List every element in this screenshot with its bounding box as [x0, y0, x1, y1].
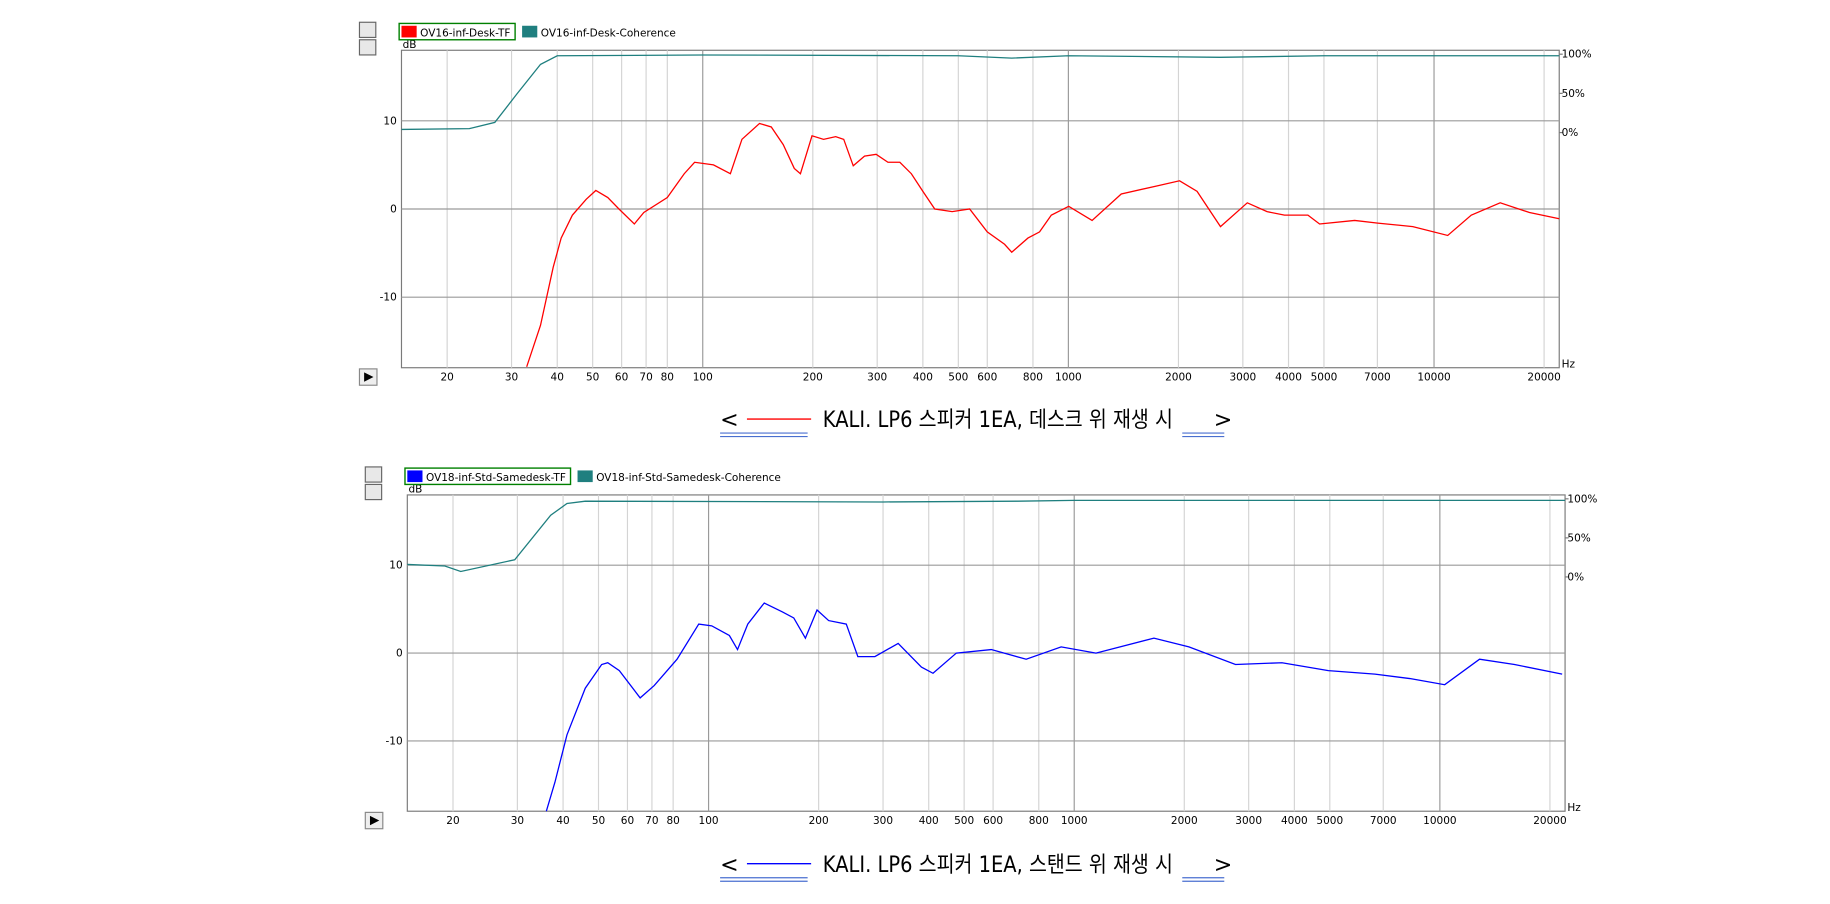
x-tick-label: 500 — [948, 372, 968, 384]
y-tick-label: 0 — [390, 203, 397, 215]
series-line — [545, 602, 1563, 812]
y2-tick-label: 0% — [1567, 571, 1584, 583]
series-line — [526, 122, 1560, 368]
x-tick-label: 300 — [867, 372, 887, 384]
y2-tick-label: 50% — [1567, 532, 1590, 544]
x-tick-label: 10000 — [1423, 815, 1456, 827]
x-tick-label: 2000 — [1171, 815, 1198, 827]
caption-open: < — [720, 852, 739, 878]
series-line — [401, 54, 1560, 131]
x-tick-label: 100 — [699, 815, 719, 827]
x-tick-label: 20000 — [1533, 815, 1566, 827]
x-tick-label: 800 — [1023, 372, 1043, 384]
x-tick-label: 400 — [919, 815, 939, 827]
x-tick-label: 600 — [983, 815, 1003, 827]
play-icon — [364, 372, 374, 382]
x-axis-label: Hz — [1567, 802, 1581, 814]
x-tick-label: 40 — [551, 372, 564, 384]
x-tick-label: 80 — [666, 815, 679, 827]
legend-selected-box — [398, 22, 516, 41]
x-tick-label: 1000 — [1061, 815, 1088, 827]
x-tick-label: 100 — [693, 372, 713, 384]
legend-swatch — [577, 470, 593, 483]
x-tick-label: 20000 — [1527, 372, 1560, 384]
x-tick-label: 5000 — [1311, 372, 1338, 384]
legend-selected-box — [404, 467, 572, 486]
x-tick-label: 7000 — [1370, 815, 1397, 827]
y-tick-label: -10 — [385, 735, 402, 747]
legend-label: OV16-inf-Desk-Coherence — [541, 27, 676, 39]
caption-text: KALI. LP6 스피커 1EA, 데스크 위 재생 시 — [823, 407, 1173, 433]
x-tick-label: 20 — [446, 815, 459, 827]
x-tick-label: 7000 — [1364, 372, 1391, 384]
legend-label: OV18-inf-Std-Samedesk-TF — [426, 472, 566, 484]
y-tick-label: -10 — [380, 292, 397, 304]
legend-label: OV16-inf-Desk-TF — [420, 27, 510, 39]
x-tick-label: 200 — [803, 372, 823, 384]
x-tick-label: 3000 — [1229, 372, 1256, 384]
y-tick-label: 10 — [383, 115, 396, 127]
x-tick-label: 40 — [556, 815, 569, 827]
y2-tick-label: 100% — [1567, 493, 1597, 505]
x-tick-label: 500 — [954, 815, 974, 827]
x-tick-label: 3000 — [1235, 815, 1262, 827]
legend-label: OV18-inf-Std-Samedesk-Coherence — [596, 472, 781, 484]
y-axis-label: dB — [403, 39, 417, 51]
caption-close: > — [1214, 407, 1233, 433]
x-tick-label: 2000 — [1165, 372, 1192, 384]
x-axis-label: Hz — [1562, 359, 1576, 371]
x-tick-label: 30 — [505, 372, 518, 384]
pan-icon — [358, 39, 377, 56]
y2-tick-label: 50% — [1562, 88, 1585, 100]
caption-text: KALI. LP6 스피커 1EA, 스탠드 위 재생 시 — [823, 852, 1173, 878]
x-tick-label: 70 — [639, 372, 652, 384]
y-tick-label: 10 — [389, 560, 402, 572]
x-tick-label: 1000 — [1055, 372, 1082, 384]
legend-swatch — [407, 470, 423, 483]
x-tick-label: 60 — [615, 372, 628, 384]
y-axis-label: dB — [408, 484, 422, 496]
x-tick-label: 300 — [873, 815, 893, 827]
x-tick-label: 200 — [809, 815, 829, 827]
x-tick-label: 80 — [661, 372, 674, 384]
x-tick-label: 4000 — [1281, 815, 1308, 827]
series-line — [407, 499, 1566, 573]
y2-tick-label: 0% — [1562, 127, 1579, 139]
x-tick-label: 60 — [621, 815, 634, 827]
y-tick-label: 0 — [396, 648, 403, 660]
x-tick-label: 800 — [1029, 815, 1049, 827]
x-tick-label: 30 — [511, 815, 524, 827]
x-tick-label: 50 — [586, 372, 599, 384]
x-tick-label: 50 — [592, 815, 605, 827]
pan-icon — [364, 483, 383, 501]
x-tick-label: 70 — [645, 815, 658, 827]
caption-close: > — [1214, 852, 1233, 878]
legend-swatch — [522, 25, 538, 38]
caption-open: < — [720, 407, 739, 433]
legend-swatch — [401, 25, 417, 38]
play-icon — [369, 815, 380, 826]
x-tick-label: 20 — [440, 372, 453, 384]
x-tick-label: 400 — [913, 372, 933, 384]
x-tick-label: 5000 — [1316, 815, 1343, 827]
x-tick-label: 4000 — [1275, 372, 1302, 384]
x-tick-label: 10000 — [1417, 372, 1450, 384]
y2-tick-label: 100% — [1562, 49, 1592, 61]
x-tick-label: 600 — [977, 372, 997, 384]
zoom-icon — [358, 21, 377, 39]
zoom-icon — [364, 466, 383, 483]
